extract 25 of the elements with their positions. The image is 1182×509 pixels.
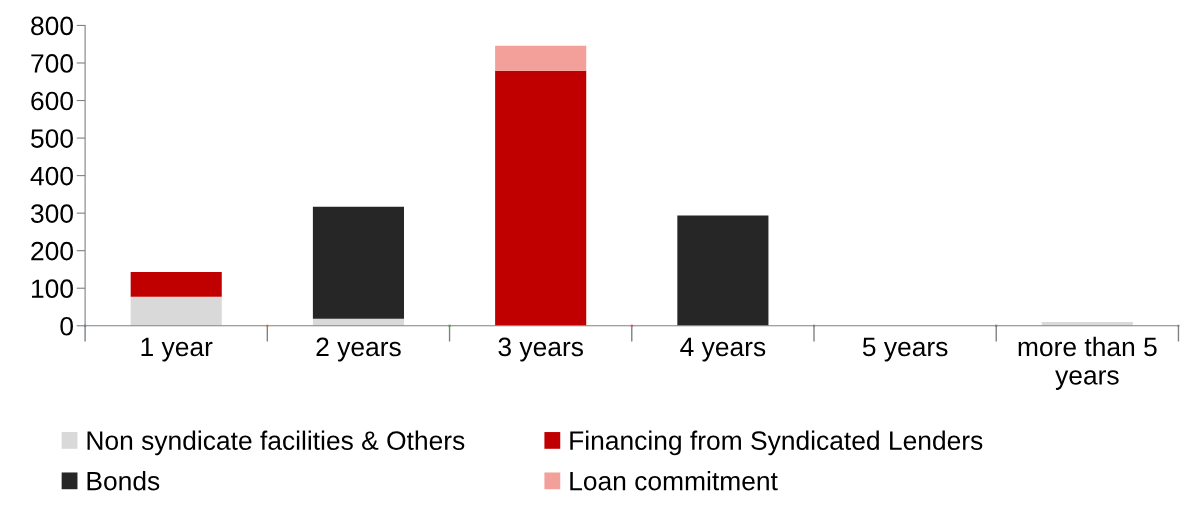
bar [495, 45, 587, 71]
y-tick-label: 400 [30, 166, 73, 186]
x-tick-label: 2 years [316, 337, 401, 362]
bar [312, 206, 404, 319]
x-tick-label: 4 years [680, 337, 766, 362]
y-tick-label: 100 [31, 279, 73, 299]
y-tick-label: 800 [31, 16, 73, 36]
legend-label: Non syndicate facilities & Others [87, 430, 465, 456]
y-tick-label: 700 [31, 54, 73, 73]
x-tick-label: 5 years [862, 337, 948, 362]
bar [495, 70, 587, 326]
y-tick-label: 300 [30, 204, 73, 223]
bar [130, 296, 222, 326]
y-tick-label: 0 [60, 316, 73, 336]
legend-label: Financing from Syndicated Lenders [570, 430, 983, 456]
y-tick-label: 200 [31, 241, 73, 261]
x-tick-label: 3 years [498, 337, 583, 362]
bar [130, 272, 222, 297]
legend-label: Loan commitment [570, 471, 778, 491]
x-tick-label: 1 year [141, 337, 213, 362]
y-tick-label: 600 [31, 91, 73, 111]
bar [677, 215, 769, 326]
x-tick-label: more than 5 years [1018, 336, 1157, 390]
legend-label: Bonds [87, 471, 160, 491]
y-tick-label: 500 [31, 129, 73, 148]
